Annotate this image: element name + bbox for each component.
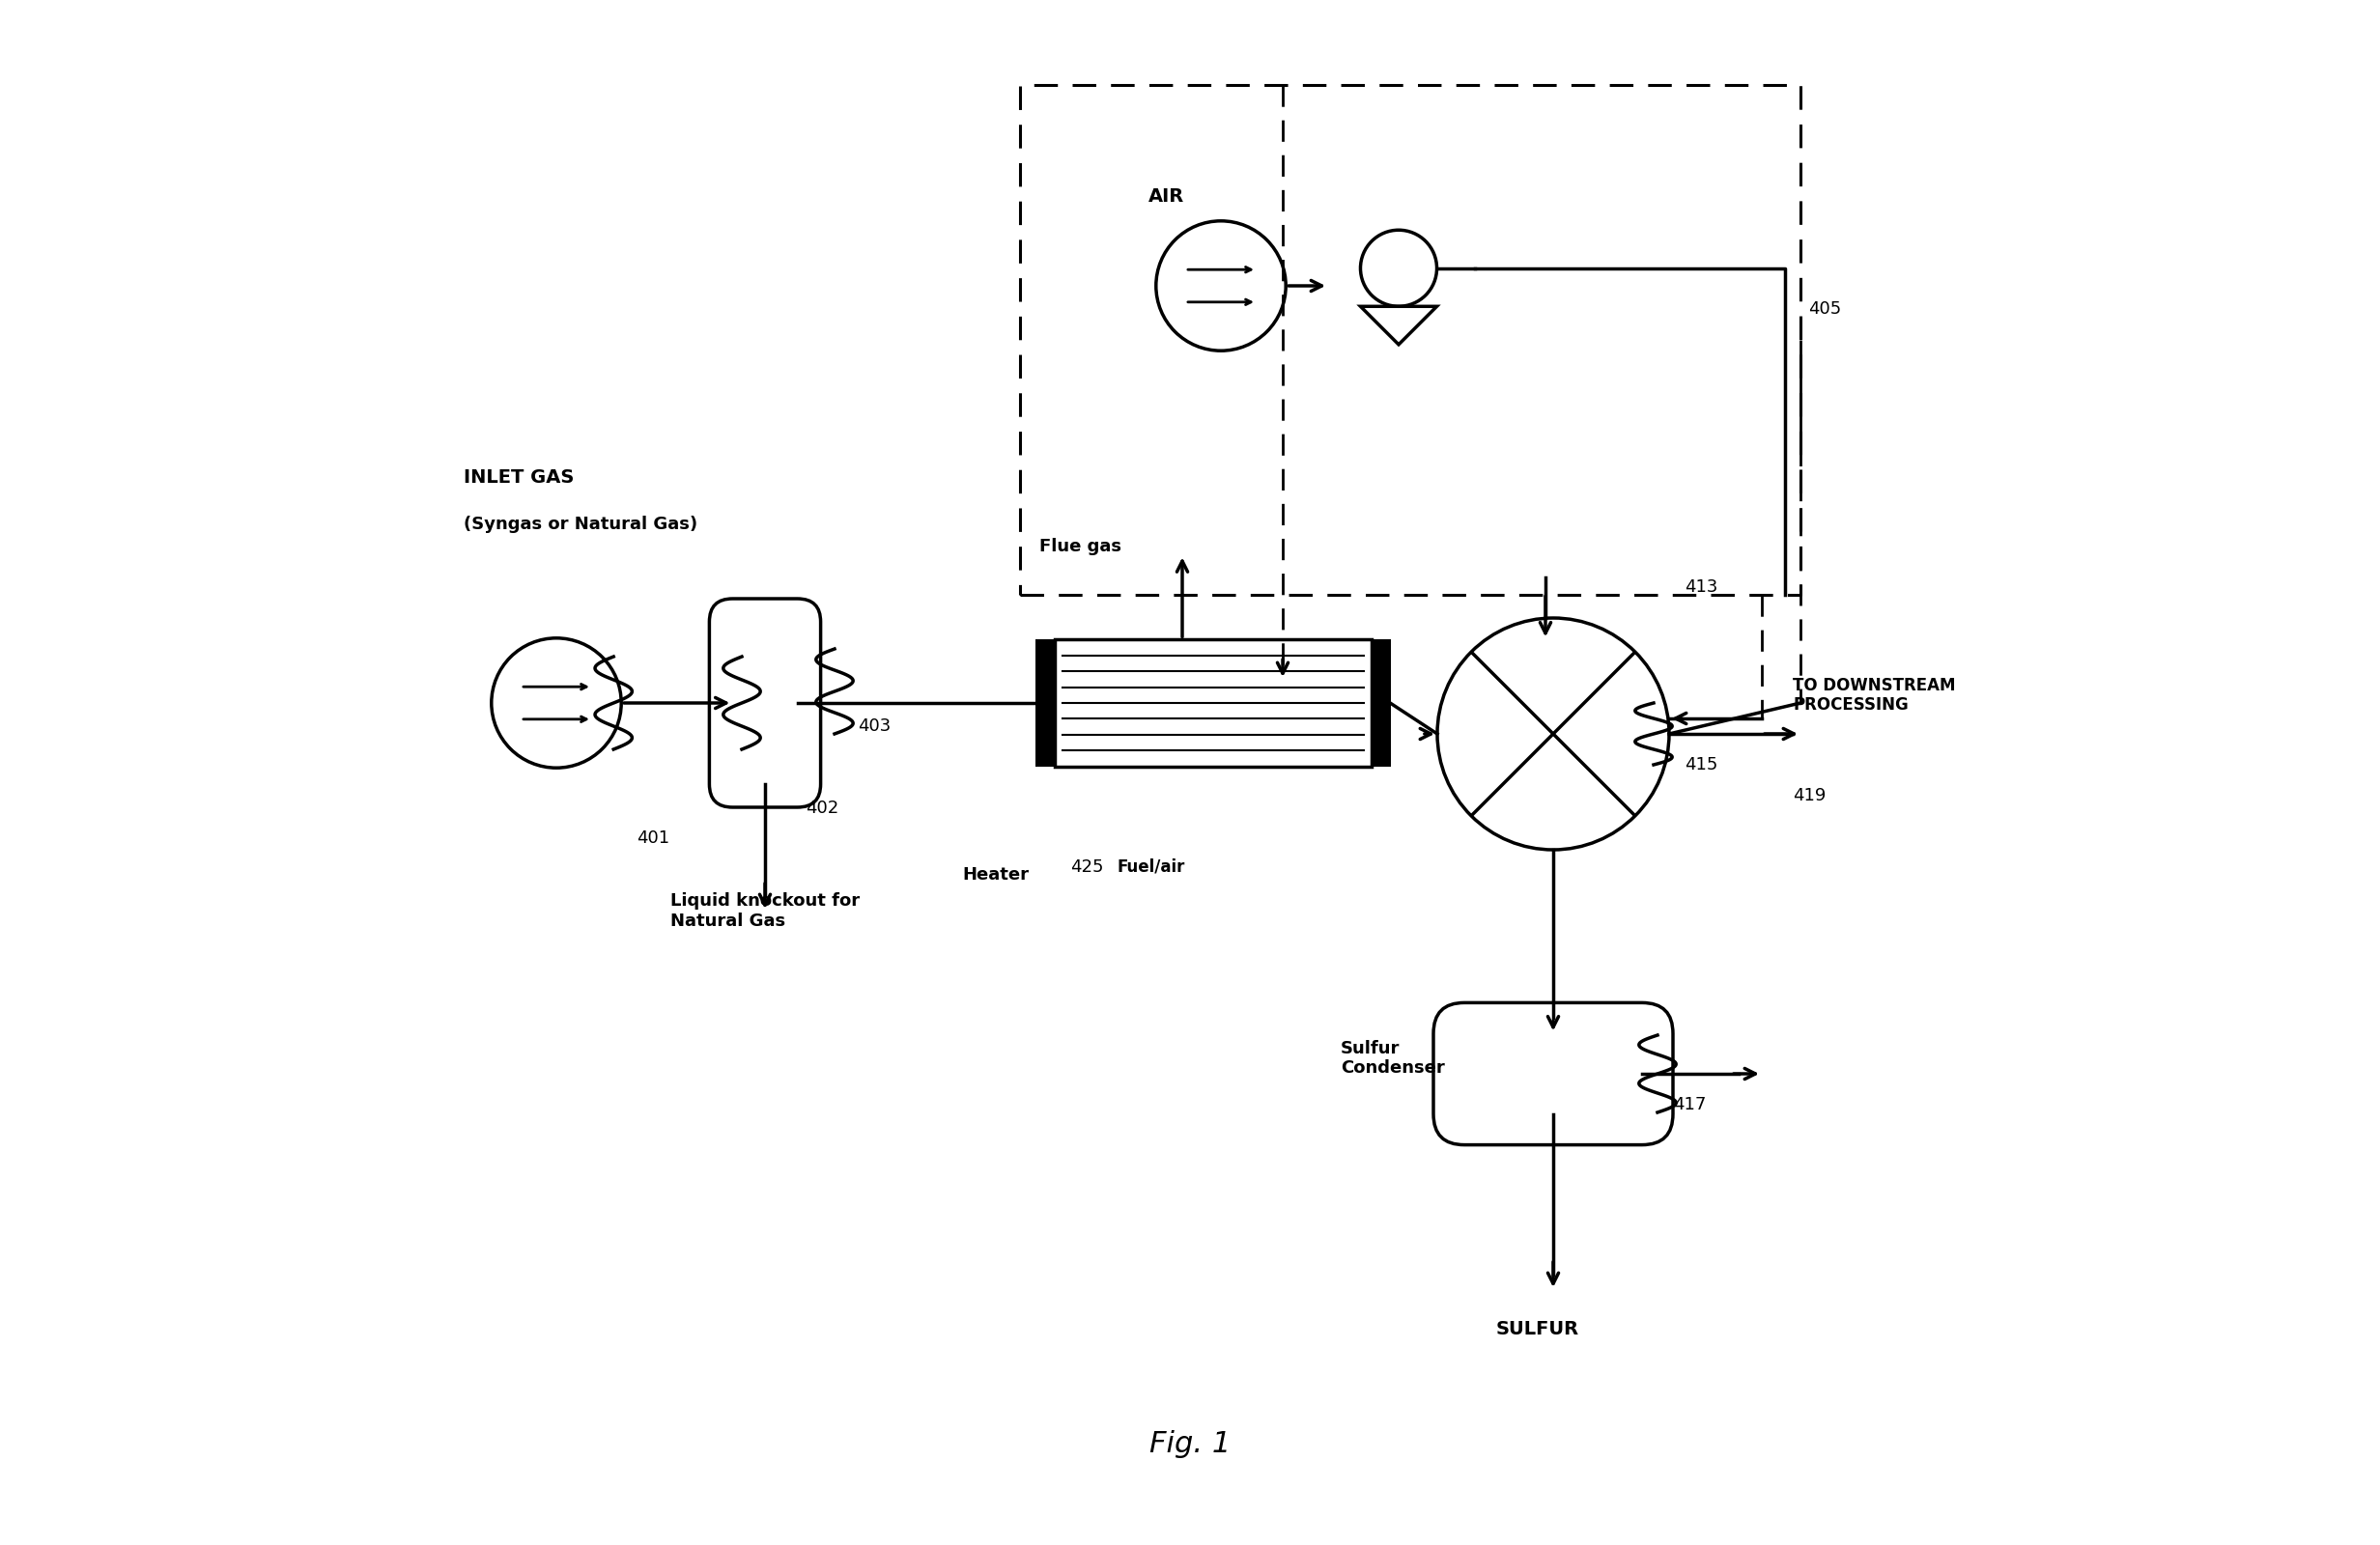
Text: Fuel/air: Fuel/air bbox=[1116, 857, 1185, 876]
Text: Flue gas: Flue gas bbox=[1040, 538, 1121, 556]
Text: AIR: AIR bbox=[1147, 187, 1185, 205]
Text: 417: 417 bbox=[1673, 1095, 1706, 1114]
Text: SULFUR: SULFUR bbox=[1497, 1319, 1580, 1338]
Bar bbox=[1371, 640, 1390, 766]
Bar bbox=[1035, 640, 1054, 766]
Text: Fig. 1: Fig. 1 bbox=[1150, 1431, 1230, 1458]
Text: 425: 425 bbox=[1071, 857, 1104, 876]
Text: TO DOWNSTREAM
PROCESSING: TO DOWNSTREAM PROCESSING bbox=[1792, 677, 1956, 714]
Text: 415: 415 bbox=[1685, 756, 1718, 774]
Text: 405: 405 bbox=[1809, 300, 1842, 318]
Text: 413: 413 bbox=[1685, 578, 1718, 596]
Text: Sulfur
Condenser: Sulfur Condenser bbox=[1340, 1040, 1445, 1077]
Text: Heater: Heater bbox=[962, 865, 1028, 884]
Text: 401: 401 bbox=[638, 830, 669, 847]
Text: INLET GAS: INLET GAS bbox=[464, 468, 574, 487]
Text: 403: 403 bbox=[857, 717, 890, 735]
Bar bbox=[1054, 640, 1371, 766]
Text: 402: 402 bbox=[804, 799, 838, 817]
Text: Liquid knockout for
Natural Gas: Liquid knockout for Natural Gas bbox=[671, 891, 859, 930]
Text: 419: 419 bbox=[1792, 786, 1825, 805]
Text: (Syngas or Natural Gas): (Syngas or Natural Gas) bbox=[464, 516, 697, 533]
